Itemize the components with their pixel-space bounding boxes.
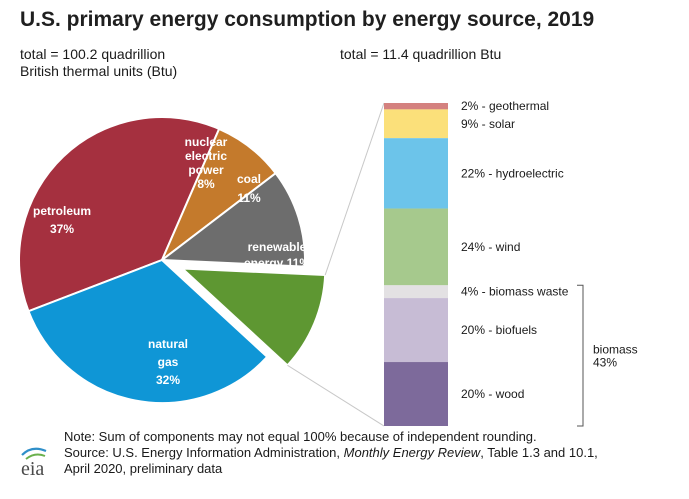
pie-label-natural: natural gas 32% — [148, 337, 188, 387]
stacked-bar: 2% - geothermal 9% - solar 22% - hydroelec… — [384, 99, 638, 427]
notes-block: Note: Sum of components may not equal 10… — [64, 429, 664, 477]
source-suffix: , Table 1.3 and 10.1, — [480, 445, 598, 460]
pie-label-line: electric — [185, 149, 227, 163]
biomass-group-label: biomass 43% — [593, 343, 638, 370]
logo-text: eia — [21, 458, 44, 480]
bar-label-solar: 9% - solar — [461, 117, 515, 131]
pie-label-line: gas — [158, 355, 179, 369]
pie-label-coal: coal 11% — [237, 172, 261, 205]
pie-total-line-2: British thermal units (Btu) — [20, 63, 178, 79]
pie-slice-coal — [159, 171, 306, 268]
bar-segment-wood — [384, 362, 448, 426]
pie-slice-renewable — [179, 267, 327, 367]
bar-total-label: total = 11.4 quadrillion Btu — [340, 46, 502, 62]
pie-label-line: 32% — [156, 373, 180, 387]
pie-label-line: 37% — [50, 222, 74, 236]
pie-label-line: nuclear — [185, 135, 228, 149]
bar-segment-hydroelectric — [384, 138, 448, 209]
pie-slice-natural — [27, 258, 269, 404]
bar-segment-wind — [384, 208, 448, 286]
bar-label-wind: 24% - wind — [461, 240, 520, 254]
bar-segment-biomass-waste — [384, 285, 448, 299]
pie-total-label: total = 100.2 quadrillion British therma… — [20, 46, 250, 80]
pie-label-line: energy 11% — [244, 256, 310, 270]
logo-arc-blue — [21, 447, 47, 456]
pie-label-line: power — [188, 163, 224, 177]
pie-label-renewable: renewable energy 11% — [244, 240, 310, 270]
source-date: April 2020, preliminary data — [64, 461, 223, 476]
eia-logo: eia — [21, 447, 47, 480]
pie-label-line: renewable — [248, 240, 307, 254]
biomass-group-label-line: 43% — [593, 356, 617, 370]
pie-label-line: 11% — [237, 191, 261, 205]
pie-chart: petroleum 37% nuclear electric power 8% coal 11… — [18, 116, 327, 404]
pie-label-line: natural — [148, 337, 188, 351]
chart-title: U.S. primary energy consumption by energ… — [20, 8, 595, 31]
connector-lines — [287, 102, 385, 427]
bar-label-hydroelectric: 22% - hydroelectric — [461, 166, 564, 180]
pie-label-line: coal — [237, 172, 261, 186]
biomass-group-label-line: biomass — [593, 343, 638, 357]
pie-label-line: 8% — [197, 177, 215, 191]
bar-segment-biofuels — [384, 298, 448, 363]
bar-label-biofuels: 20% - biofuels — [461, 323, 537, 337]
pie-label-petroleum: petroleum 37% — [33, 204, 91, 236]
pie-label-line: petroleum — [33, 204, 91, 218]
connector-top — [324, 102, 385, 276]
source-text: Source: U.S. Energy Information Administ… — [64, 445, 664, 461]
pie-label-nuclear: nuclear electric power 8% — [185, 135, 228, 191]
bar-label-wood: 20% - wood — [461, 387, 524, 401]
bar-segment-geothermal — [384, 103, 448, 110]
pie-total-line-1: total = 100.2 quadrillion — [20, 46, 166, 62]
pie-slice-petroleum — [18, 116, 221, 313]
biomass-bracket — [577, 284, 584, 427]
connector-bottom — [287, 364, 385, 427]
bar-label-biomass-waste: 4% - biomass waste — [461, 285, 569, 299]
source-title: Monthly Energy Review — [343, 445, 481, 460]
note-text: Note: Sum of components may not equal 10… — [64, 429, 537, 444]
bar-label-geothermal: 2% - geothermal — [461, 99, 549, 113]
bar-segment-solar — [384, 109, 448, 139]
source-prefix: Source: U.S. Energy Information Administ… — [64, 445, 344, 460]
logo-arc-green — [25, 453, 46, 460]
